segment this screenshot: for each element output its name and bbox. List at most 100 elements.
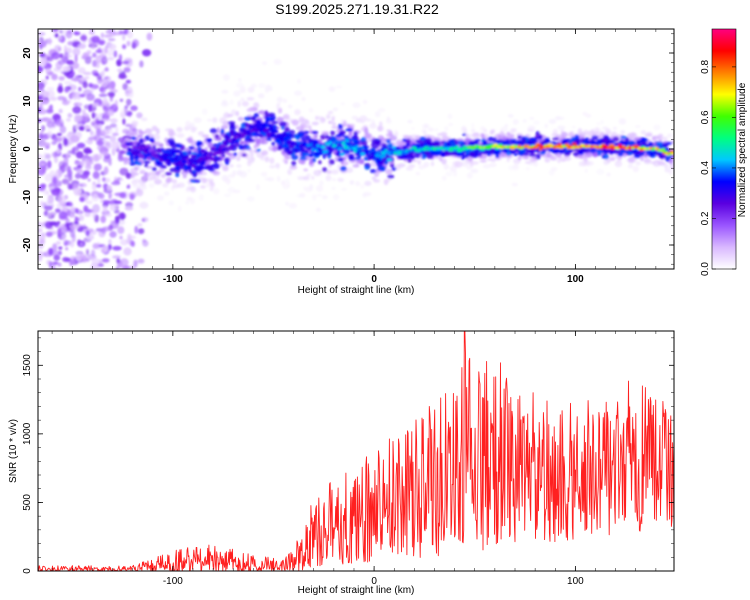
- heatmap-cell: [268, 123, 272, 127]
- heatmap-cell: [85, 200, 93, 205]
- heatmap-cell: [69, 88, 75, 93]
- heatmap-cell: [406, 164, 414, 171]
- heatmap-cell: [643, 158, 652, 163]
- heatmap-cell: [143, 175, 147, 180]
- heatmap-cell: [371, 148, 376, 152]
- heatmap-cell: [581, 134, 585, 139]
- heatmap-cell: [241, 153, 247, 157]
- heatmap-cell: [653, 124, 661, 131]
- heatmap-cell: [70, 135, 80, 143]
- heatmap-cell: [525, 167, 530, 171]
- heatmap-cell: [190, 126, 197, 133]
- heatmap-cell: [67, 150, 76, 155]
- heatmap-cell: [529, 150, 536, 154]
- heatmap-cell: [143, 160, 151, 164]
- heatmap-cell: [327, 110, 334, 115]
- heatmap-cell: [513, 152, 518, 157]
- heatmap-cell: [109, 204, 117, 211]
- heatmap-cell: [652, 160, 661, 167]
- heatmap-cell: [175, 172, 180, 178]
- heatmap-cell: [356, 151, 360, 155]
- heatmap-cell: [269, 165, 276, 169]
- heatmap-cell: [522, 119, 527, 123]
- heatmap-cell: [331, 186, 336, 190]
- heatmap-cell: [266, 138, 273, 141]
- heatmap-cell: [263, 128, 269, 132]
- heatmap-cell: [358, 146, 363, 150]
- heatmap-cell: [123, 67, 131, 73]
- heatmap-cell: [171, 179, 178, 184]
- heatmap-cell: [100, 32, 104, 39]
- heatmap-cell: [205, 181, 211, 188]
- heatmap-cell: [440, 132, 448, 137]
- heatmap-cell: [557, 116, 565, 121]
- heatmap-cell: [569, 131, 574, 137]
- heatmap-cell: [645, 144, 653, 148]
- heatmap-cell: [171, 145, 177, 149]
- heatmap-cell: [387, 174, 395, 179]
- heatmap-cell: [71, 92, 79, 101]
- heatmap-cell: [278, 107, 283, 114]
- heatmap-cell: [536, 143, 542, 147]
- heatmap-cell: [314, 115, 320, 121]
- heatmap-cell: [507, 114, 514, 118]
- heatmap-cell: [332, 194, 340, 201]
- heatmap-cell: [257, 93, 265, 99]
- heatmap-cell: [362, 192, 367, 198]
- heatmap-cell: [155, 170, 161, 176]
- heatmap-cell: [370, 169, 377, 174]
- heatmap-cell: [561, 158, 566, 162]
- heatmap-cell: [466, 165, 473, 170]
- heatmap-cell: [374, 111, 381, 118]
- heatmap-cell: [587, 130, 592, 138]
- heatmap-cell: [287, 150, 294, 155]
- heatmap-cell: [55, 148, 61, 154]
- heatmap-cell: [511, 182, 518, 187]
- heatmap-cell: [209, 128, 218, 134]
- heatmap-cell: [363, 145, 368, 149]
- heatmap-cell: [193, 179, 201, 183]
- heatmap-cell: [236, 164, 242, 168]
- heatmap-cell: [311, 121, 319, 126]
- heatmap-cell: [282, 184, 290, 189]
- colorbar-label: Normalized spectral amplitude: [737, 82, 748, 217]
- colorbar-tick-label: 0.4: [700, 161, 711, 175]
- heatmap-cell: [103, 166, 109, 175]
- heatmap-cell: [337, 157, 344, 162]
- heatmap-cell: [96, 127, 101, 135]
- heatmap-cell: [481, 133, 486, 140]
- heatmap-cell: [200, 185, 206, 189]
- heatmap-cell: [113, 179, 120, 184]
- heatmap-cell: [111, 141, 120, 149]
- heatmap-cell: [663, 163, 669, 169]
- heatmap-cell: [666, 133, 673, 138]
- heatmap-cell: [109, 80, 116, 89]
- heatmap-cell: [122, 83, 128, 91]
- heatmap-cell: [466, 172, 473, 179]
- heatmap-cell: [236, 155, 241, 162]
- heatmap-cell: [201, 134, 210, 138]
- heatmap-cell: [348, 145, 353, 149]
- heatmap-cell: [109, 43, 117, 51]
- heatmap-cell: [332, 178, 336, 182]
- heatmap-cell: [43, 152, 47, 161]
- heatmap-cell: [529, 117, 535, 120]
- heatmap-cell: [165, 153, 170, 157]
- heatmap-cell: [66, 181, 70, 187]
- heatmap-cell: [42, 165, 46, 174]
- heatmap-cell: [304, 186, 313, 193]
- heatmap-cell: [596, 168, 605, 175]
- heatmap-cell: [629, 136, 634, 141]
- heatmap-cell: [229, 145, 233, 149]
- heatmap-cell: [578, 161, 583, 167]
- heatmap-cell: [255, 139, 261, 143]
- heatmap-cell: [276, 146, 282, 151]
- heatmap-cell: [411, 138, 416, 145]
- heatmap-cell: [474, 138, 481, 142]
- heatmap-cell: [513, 162, 519, 168]
- heatmap-cell: [38, 133, 44, 140]
- heatmap-cell: [395, 167, 401, 171]
- heatmap-cell: [122, 31, 128, 35]
- heatmap-cell: [73, 102, 83, 107]
- heatmap-cell: [55, 208, 61, 213]
